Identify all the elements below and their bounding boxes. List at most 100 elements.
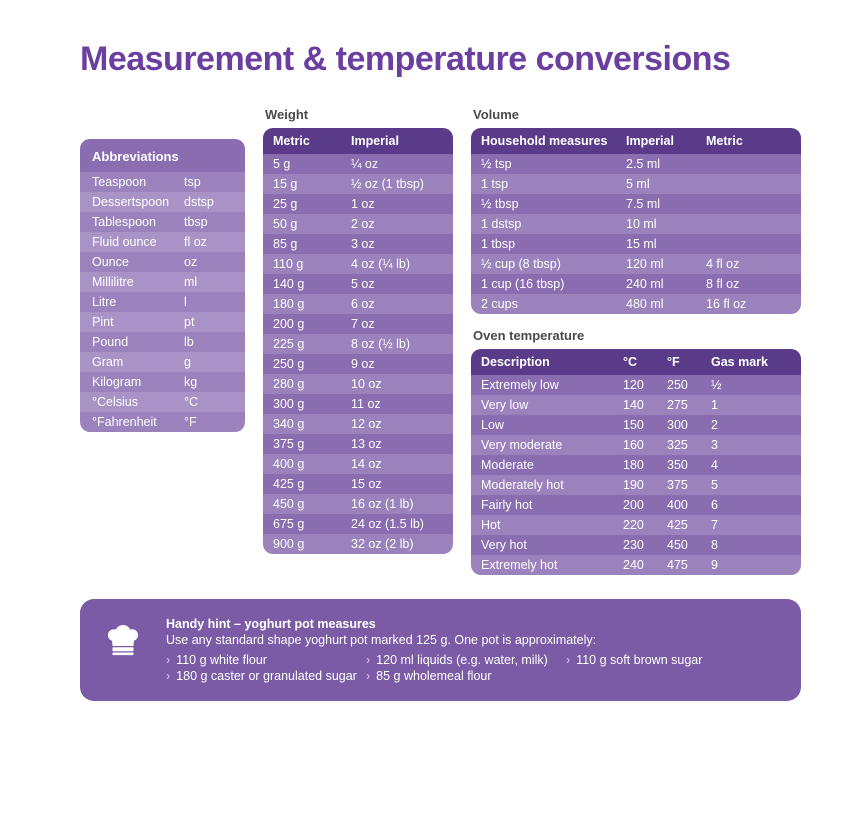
abbr-short: lb [184,335,233,349]
oven-cell: 160 [623,438,667,452]
hint-item: 85 g wholemeal flour [366,669,566,683]
oven-cell: 6 [711,498,791,512]
volume-row: 1 dstsp10 ml [471,214,801,234]
volume-cell: 5 ml [626,177,706,191]
hint-item: 120 ml liquids (e.g. water, milk) [366,653,566,667]
weight-imperial: 14 oz [351,457,443,471]
oven-row: Extremely low120250½ [471,375,801,395]
volume-cell: 240 ml [626,277,706,291]
weight-label: Weight [265,107,453,122]
oven-table-header: Description °C °F Gas mark [471,349,801,375]
weight-metric: 425 g [273,477,351,491]
abbr-short: ml [184,275,233,289]
abbr-row: Poundlb [80,332,245,352]
weight-row: 110 g4 oz (¼ lb) [263,254,453,274]
weight-row: 140 g5 oz [263,274,453,294]
weight-imperial: 2 oz [351,217,443,231]
hint-list: 110 g white flour120 ml liquids (e.g. wa… [166,653,779,683]
abbr-term: °Fahrenheit [92,415,184,429]
weight-imperial: 12 oz [351,417,443,431]
weight-row: 50 g2 oz [263,214,453,234]
weight-metric: 675 g [273,517,351,531]
weight-row: 15 g½ oz (1 tbsp) [263,174,453,194]
volume-cell [706,237,791,251]
abbr-row: Millilitreml [80,272,245,292]
oven-cell: 3 [711,438,791,452]
weight-metric: 15 g [273,177,351,191]
abbr-row: Litrel [80,292,245,312]
oven-cell: Moderately hot [481,478,623,492]
oven-cell: Hot [481,518,623,532]
abbr-row: Dessertspoondstsp [80,192,245,212]
abbr-short: oz [184,255,233,269]
weight-row: 400 g14 oz [263,454,453,474]
oven-row: Fairly hot2004006 [471,495,801,515]
weight-imperial: 6 oz [351,297,443,311]
weight-row: 250 g9 oz [263,354,453,374]
volume-cell: 120 ml [626,257,706,271]
oven-cell: 8 [711,538,791,552]
weight-body: 5 g¼ oz15 g½ oz (1 tbsp)25 g1 oz50 g2 oz… [263,154,453,554]
oven-cell: 425 [667,518,711,532]
volume-table: Household measures Imperial Metric ½ tsp… [471,128,801,314]
weight-imperial: 9 oz [351,357,443,371]
hint-content: Handy hint – yoghurt pot measures Use an… [166,617,779,683]
weight-imperial: 3 oz [351,237,443,251]
abbr-term: Gram [92,355,184,369]
weight-row: 425 g15 oz [263,474,453,494]
oven-row: Moderately hot1903755 [471,475,801,495]
abbr-term: Teaspoon [92,175,184,189]
volume-cell [706,217,791,231]
weight-metric: 450 g [273,497,351,511]
abbr-short: kg [184,375,233,389]
weight-imperial: 11 oz [351,397,443,411]
abbr-term: Pint [92,315,184,329]
weight-imperial: 13 oz [351,437,443,451]
oven-cell: Very moderate [481,438,623,452]
abbr-row: °Celsius°C [80,392,245,412]
weight-imperial: 7 oz [351,317,443,331]
weight-metric: 5 g [273,157,351,171]
weight-row: 225 g8 oz (½ lb) [263,334,453,354]
volume-row: 1 tsp5 ml [471,174,801,194]
volume-cell: 2 cups [481,297,626,311]
volume-row: ½ cup (8 tbsp)120 ml4 fl oz [471,254,801,274]
oven-cell: 2 [711,418,791,432]
abbr-row: Pintpt [80,312,245,332]
volume-col-metric: Metric [706,134,791,148]
weight-row: 5 g¼ oz [263,154,453,174]
page: Measurement & temperature conversions Ab… [0,0,841,741]
oven-row: Hot2204257 [471,515,801,535]
oven-cell: 230 [623,538,667,552]
abbr-short: l [184,295,233,309]
oven-row: Extremely hot2404759 [471,555,801,575]
oven-row: Very low1402751 [471,395,801,415]
abbr-term: Tablespoon [92,215,184,229]
weight-row: 25 g1 oz [263,194,453,214]
abbreviations-panel: Abbreviations TeaspoontspDessertspoondst… [80,139,245,432]
abbr-short: tbsp [184,215,233,229]
weight-row: 280 g10 oz [263,374,453,394]
oven-cell: Very low [481,398,623,412]
volume-cell [706,177,791,191]
weight-metric: 340 g [273,417,351,431]
volume-cell: 7.5 ml [626,197,706,211]
weight-imperial: 10 oz [351,377,443,391]
weight-metric: 375 g [273,437,351,451]
abbr-row: Gramg [80,352,245,372]
oven-cell: 475 [667,558,711,572]
abbr-short: pt [184,315,233,329]
volume-row: 2 cups480 ml16 fl oz [471,294,801,314]
oven-cell: 400 [667,498,711,512]
volume-cell [706,197,791,211]
oven-cell: 1 [711,398,791,412]
weight-metric: 250 g [273,357,351,371]
oven-cell: 7 [711,518,791,532]
weight-imperial: 5 oz [351,277,443,291]
oven-body: Extremely low120250½Very low1402751Low15… [471,375,801,575]
weight-table: Metric Imperial 5 g¼ oz15 g½ oz (1 tbsp)… [263,128,453,554]
weight-imperial: 24 oz (1.5 lb) [351,517,443,531]
volume-cell: 1 tbsp [481,237,626,251]
weight-row: 300 g11 oz [263,394,453,414]
weight-panel: Weight Metric Imperial 5 g¼ oz15 g½ oz (… [263,107,453,554]
